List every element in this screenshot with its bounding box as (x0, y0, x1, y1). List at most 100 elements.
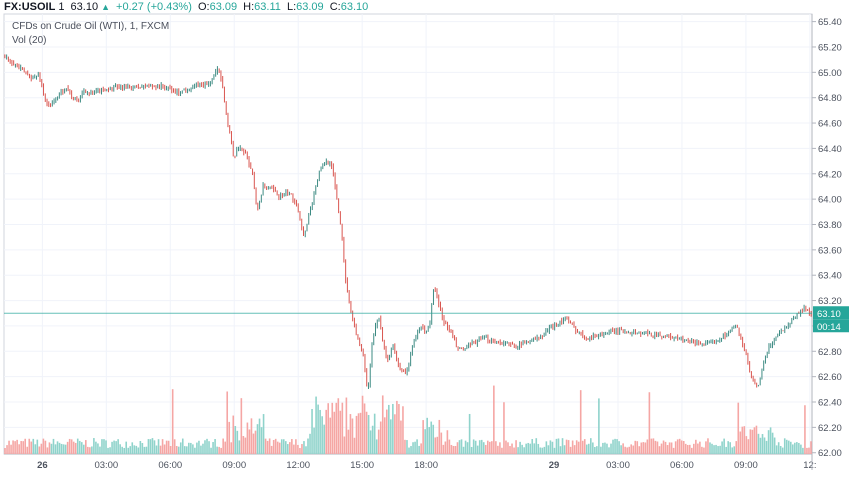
volume-bar (270, 445, 273, 454)
volume-bar (436, 436, 439, 454)
volume-indicator-label[interactable]: Vol (20) (12, 35, 47, 46)
volume-bar (569, 446, 572, 454)
volume-bar (741, 426, 744, 454)
volume-bar (408, 447, 410, 454)
volume-bar (371, 425, 374, 454)
volume-bar (733, 446, 736, 454)
volume-bar (250, 418, 253, 454)
volume-bar (28, 438, 31, 454)
current-price-badge-value: 63.10 (817, 309, 841, 320)
volume-bar (703, 447, 705, 454)
volume-bar (721, 441, 723, 454)
volume-bar (585, 444, 588, 454)
volume-bar (573, 445, 576, 454)
volume-bar (557, 438, 560, 454)
volume-bar (202, 443, 204, 454)
volume-bar (20, 441, 22, 454)
volume-bar (264, 438, 267, 454)
volume-bar (610, 443, 612, 454)
volume-bar (373, 413, 376, 454)
volume-bar (800, 444, 802, 454)
volume-bar (12, 440, 14, 454)
volume-bar (493, 385, 495, 454)
volume-bar (87, 446, 89, 454)
volume-bar (117, 439, 119, 454)
volume-bar (222, 438, 224, 454)
volume-bar (307, 438, 309, 454)
volume-bar (321, 416, 323, 454)
volume-bar (52, 438, 55, 454)
volume-bar (525, 443, 527, 454)
volume-bar (808, 447, 810, 454)
volume-bar (466, 442, 469, 454)
volume-bar (551, 441, 554, 454)
volume-bar (515, 440, 517, 454)
volume-bar (50, 443, 53, 454)
volume-bar (394, 414, 396, 454)
volume-bar (446, 430, 449, 454)
volume-bar (284, 441, 287, 454)
volume-bar (794, 442, 796, 454)
volume-bar (442, 444, 445, 454)
volume-bar (252, 433, 255, 454)
volume-bar (686, 444, 689, 454)
volume-bar (329, 417, 332, 454)
volume-bar (141, 443, 144, 454)
volume-bar (244, 437, 247, 454)
volume-bar (175, 446, 178, 454)
volume-bar (196, 442, 198, 454)
volume-bar (155, 445, 158, 454)
volume-bar (10, 444, 12, 454)
volume-bar (232, 415, 235, 454)
volume-bar (769, 427, 772, 454)
volume-bar (444, 441, 447, 454)
volume-bar (220, 447, 222, 454)
volume-bar (78, 440, 81, 454)
series-legend-title[interactable]: CFDs on Crude Oil (WTI), 1, FXCM (12, 21, 170, 32)
volume-bar (547, 445, 550, 454)
volume-bar (543, 446, 546, 454)
x-tick-label: 06:00 (158, 460, 182, 471)
volume-bar (620, 445, 622, 454)
volume-bar (383, 417, 386, 454)
volume-bar (282, 439, 285, 454)
volume-bar (367, 414, 370, 454)
volume-bar (303, 441, 305, 454)
volume-bar (149, 439, 152, 454)
y-tick-label: 64.60 (818, 119, 842, 130)
high-value: 63.11 (254, 1, 281, 13)
volume-bar (301, 444, 303, 454)
volume-bar (699, 441, 701, 454)
countdown-badge (813, 319, 849, 333)
volume-bar (464, 440, 467, 454)
volume-bar (739, 431, 742, 454)
x-tick-label: 03:00 (94, 460, 118, 471)
volume-bar (369, 430, 372, 454)
candlestick-series[interactable] (4, 54, 812, 389)
volume-bar (402, 406, 404, 454)
volume-bar (218, 446, 220, 454)
volume-bar (684, 443, 687, 454)
volume-bar (798, 442, 800, 454)
volume-bar (618, 441, 620, 454)
close-value: 63.10 (340, 1, 369, 13)
volume-bar (206, 438, 208, 454)
volume-bar (656, 441, 659, 454)
volume-bar (555, 438, 558, 454)
close-label: C: (329, 1, 341, 13)
volume-bar (400, 420, 402, 454)
volume-bar (565, 439, 568, 454)
volume-bar (707, 438, 709, 454)
volume-bar (34, 444, 37, 454)
volume-bar (678, 438, 681, 454)
volume-bar (709, 442, 711, 454)
volume-bar (165, 440, 168, 454)
volume-bar (24, 438, 27, 454)
symbol-label[interactable]: FX:USOIL (4, 1, 56, 13)
volume-bar (773, 437, 776, 454)
volume-bar (533, 443, 536, 454)
volume-bar (339, 410, 342, 454)
volume-bar (129, 446, 132, 454)
